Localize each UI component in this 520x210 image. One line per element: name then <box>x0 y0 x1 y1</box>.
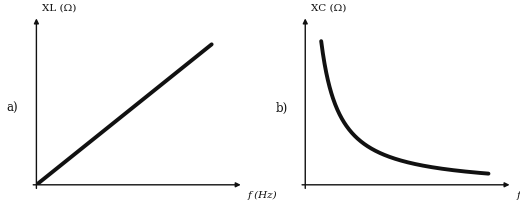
Text: b): b) <box>275 102 288 115</box>
Text: XC (Ω): XC (Ω) <box>311 3 347 12</box>
Text: f (Hz): f (Hz) <box>516 191 520 200</box>
Text: XL (Ω): XL (Ω) <box>42 3 77 12</box>
Text: f (Hz): f (Hz) <box>248 191 277 200</box>
Text: a): a) <box>7 102 18 115</box>
